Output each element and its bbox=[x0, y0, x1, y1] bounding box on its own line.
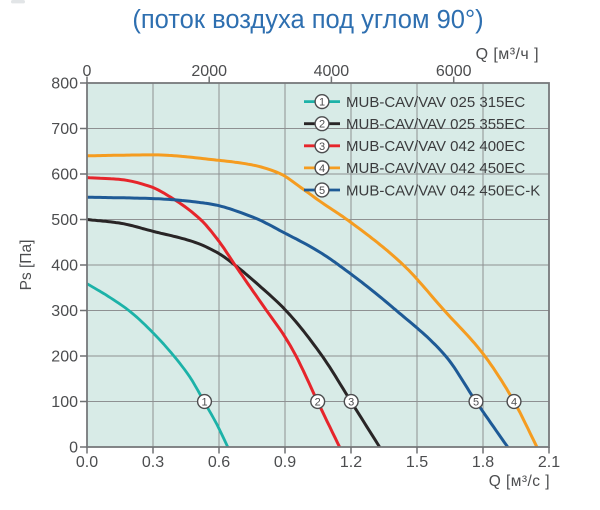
svg-text:5: 5 bbox=[473, 397, 479, 409]
svg-text:2: 2 bbox=[319, 119, 325, 131]
svg-text:500: 500 bbox=[51, 212, 78, 229]
svg-text:0.6: 0.6 bbox=[208, 454, 230, 471]
svg-text:4000: 4000 bbox=[314, 63, 350, 80]
svg-text:3: 3 bbox=[319, 141, 325, 153]
svg-text:1.8: 1.8 bbox=[472, 454, 494, 471]
svg-text:600: 600 bbox=[51, 167, 78, 184]
svg-text:4: 4 bbox=[511, 397, 517, 409]
svg-text:1: 1 bbox=[319, 97, 325, 109]
svg-text:3: 3 bbox=[348, 397, 354, 409]
svg-text:0.0: 0.0 bbox=[76, 454, 98, 471]
svg-text:MUB-CAV/VAV 042 450EC: MUB-CAV/VAV 042 450EC bbox=[346, 160, 525, 177]
svg-text:1.5: 1.5 bbox=[406, 454, 428, 471]
svg-text:2000: 2000 bbox=[191, 63, 227, 80]
svg-text:Q [м³/с ]: Q [м³/с ] bbox=[489, 473, 550, 490]
svg-text:4: 4 bbox=[319, 163, 325, 175]
svg-text:200: 200 bbox=[51, 349, 78, 366]
svg-text:MUB-CAV/VAV 042 400EC: MUB-CAV/VAV 042 400EC bbox=[346, 138, 525, 155]
svg-text:1.2: 1.2 bbox=[340, 454, 362, 471]
svg-text:MUB-CAV/VAV 042 450EC-K: MUB-CAV/VAV 042 450EC-K bbox=[346, 182, 540, 199]
svg-text:MUB-CAV/VAV 025 315EC: MUB-CAV/VAV 025 315EC bbox=[346, 94, 525, 111]
svg-text:Ps [Па]: Ps [Па] bbox=[18, 240, 35, 291]
svg-text:MUB-CAV/VAV 025 355EC: MUB-CAV/VAV 025 355EC bbox=[346, 116, 525, 133]
svg-text:400: 400 bbox=[51, 258, 78, 275]
svg-text:5: 5 bbox=[319, 185, 325, 197]
svg-text:2: 2 bbox=[315, 397, 321, 409]
svg-text:0.9: 0.9 bbox=[274, 454, 296, 471]
svg-text:2.1: 2.1 bbox=[538, 454, 560, 471]
svg-text:300: 300 bbox=[51, 303, 78, 320]
svg-text:0: 0 bbox=[69, 440, 78, 457]
svg-text:(поток воздуха под углом 90°): (поток воздуха под углом 90°) bbox=[132, 6, 483, 34]
svg-text:700: 700 bbox=[51, 121, 78, 138]
svg-text:6000: 6000 bbox=[436, 63, 472, 80]
svg-text:100: 100 bbox=[51, 394, 78, 411]
svg-text:0.3: 0.3 bbox=[142, 454, 164, 471]
svg-text:0: 0 bbox=[83, 63, 92, 80]
svg-text:1: 1 bbox=[201, 397, 207, 409]
svg-text:800: 800 bbox=[51, 76, 78, 93]
svg-text:Q [м³/ч ]: Q [м³/ч ] bbox=[476, 46, 539, 63]
